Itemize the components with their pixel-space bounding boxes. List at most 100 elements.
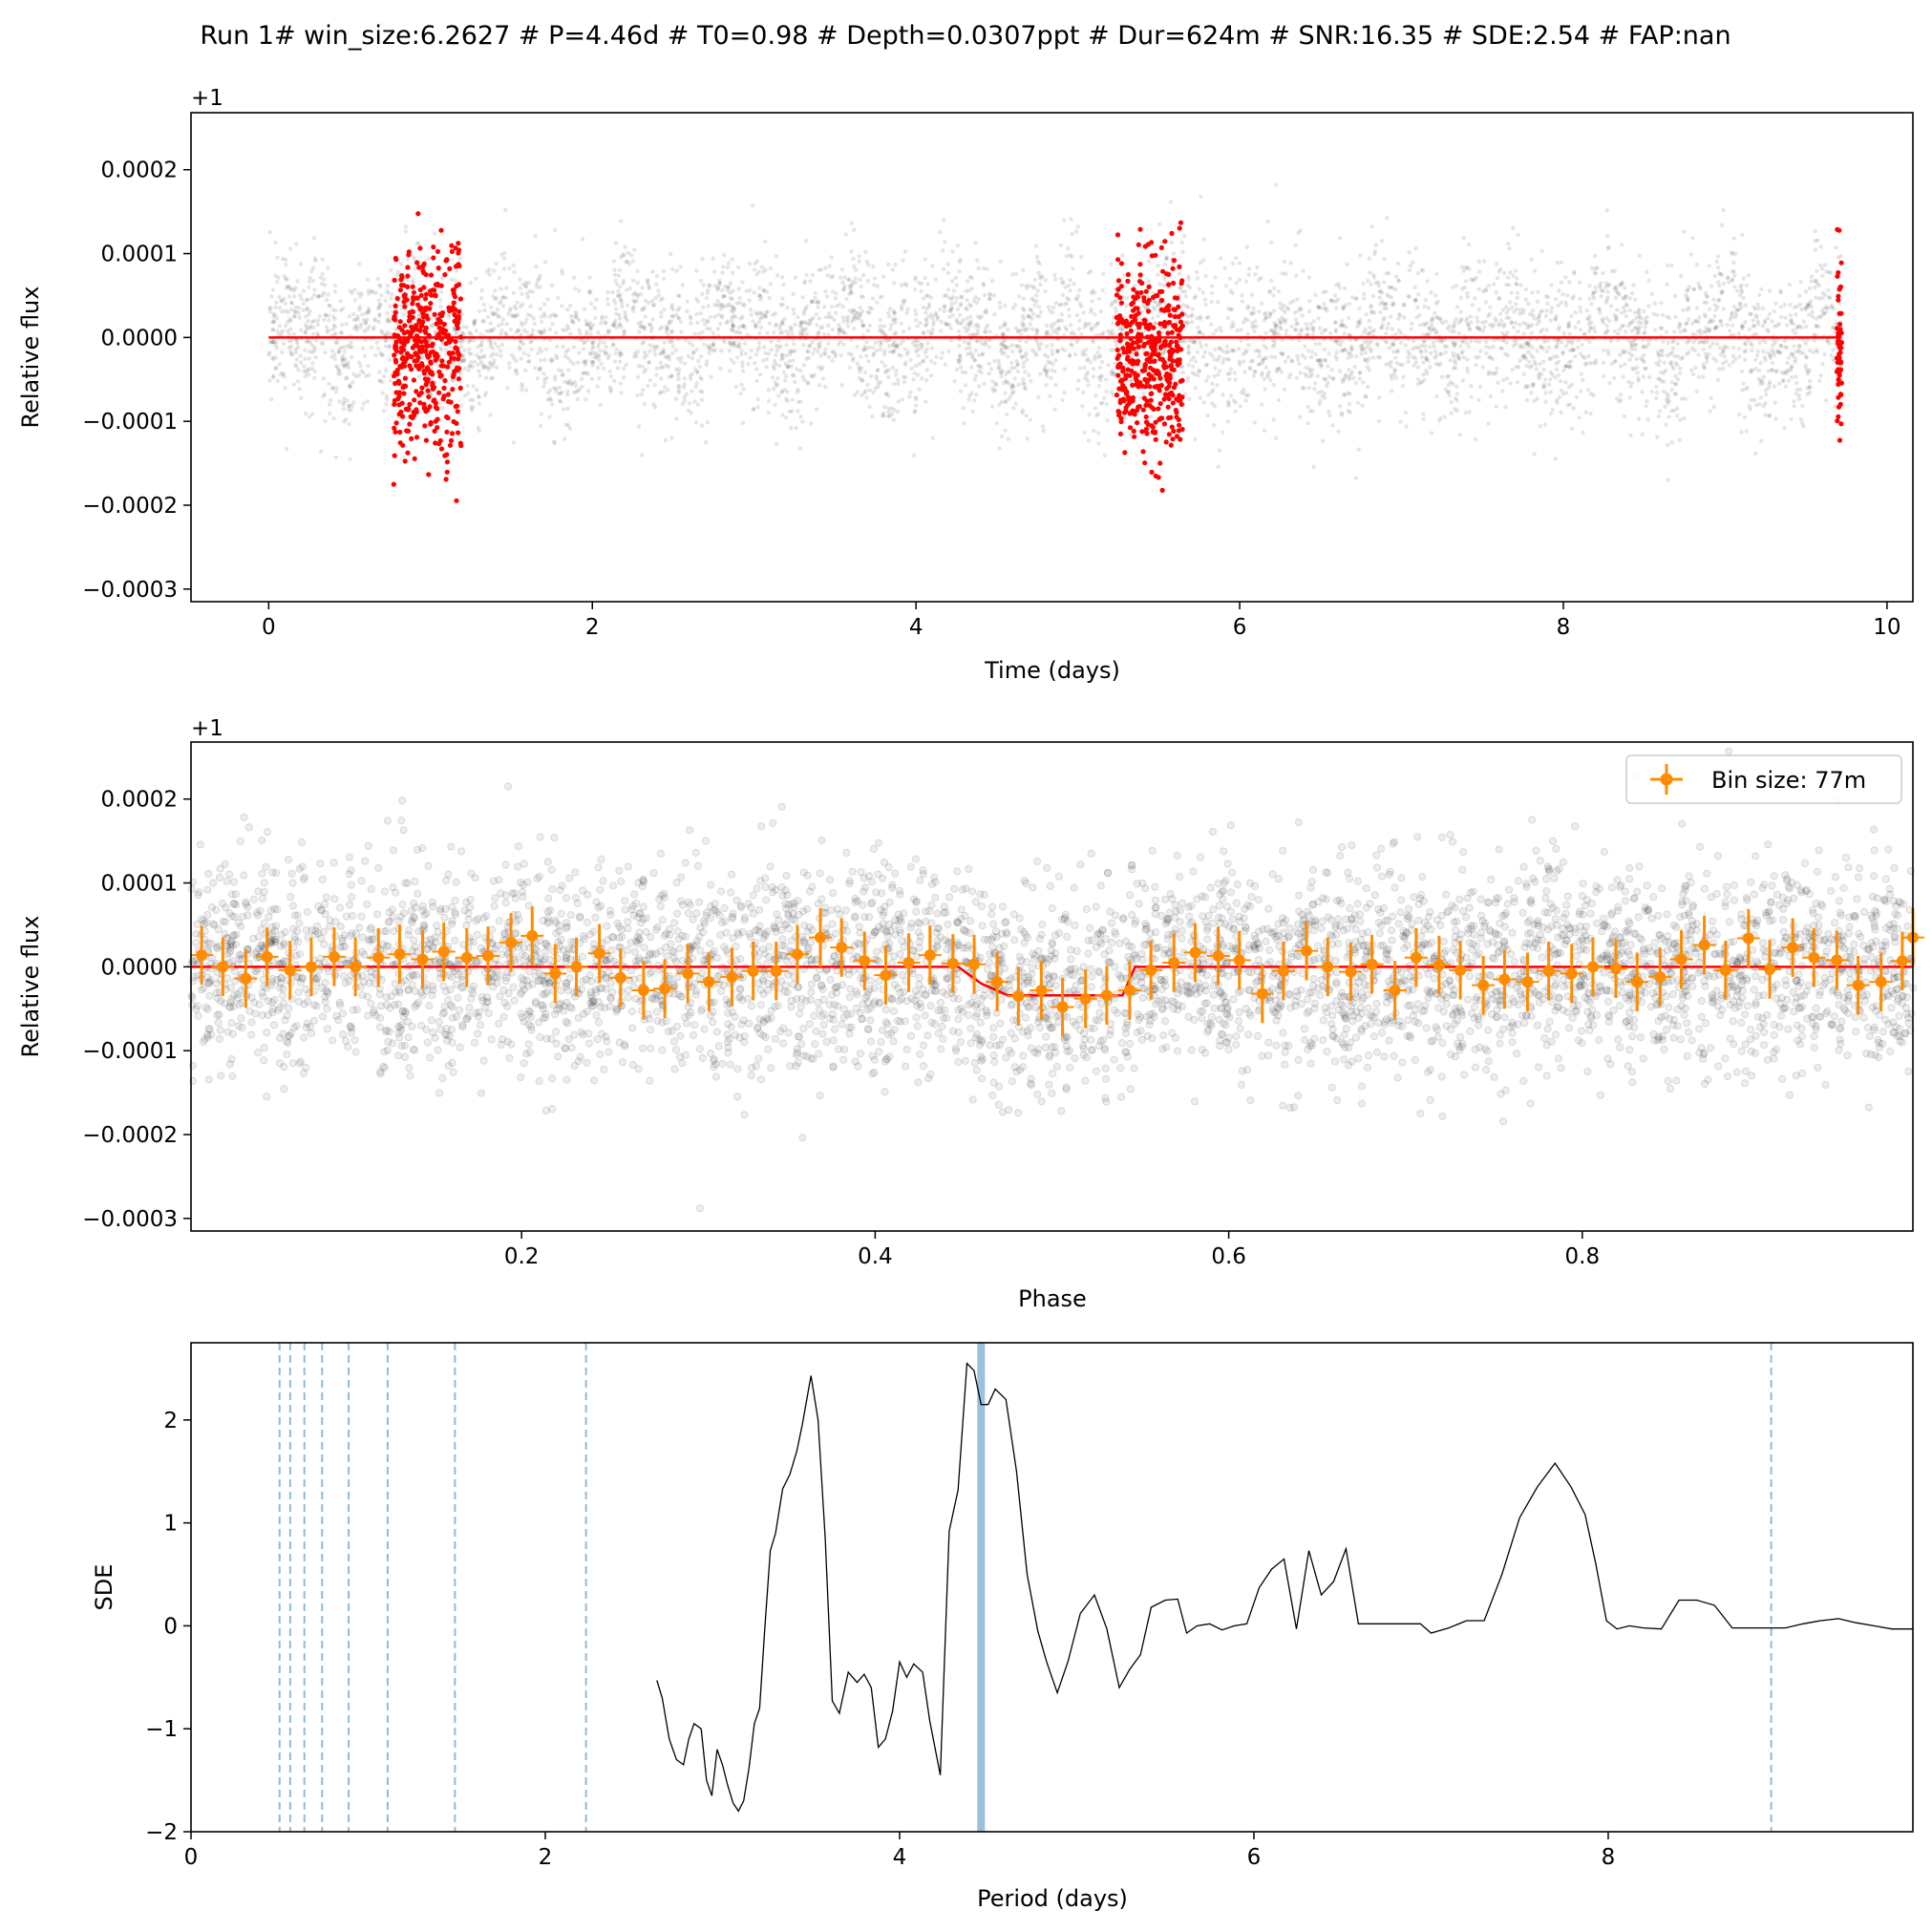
flux-point	[1592, 270, 1597, 275]
flux-point	[1689, 346, 1695, 351]
flux-point	[1565, 403, 1571, 408]
flux-point	[1077, 318, 1082, 323]
flux-point	[987, 329, 992, 334]
flux-point	[1348, 372, 1353, 377]
flux-point	[1009, 360, 1014, 366]
flux-point	[1286, 374, 1292, 380]
flux-point	[1263, 315, 1268, 320]
flux-point	[1444, 344, 1450, 350]
flux-point	[1797, 293, 1802, 298]
flux-point	[1611, 375, 1617, 380]
flux-point	[1451, 366, 1456, 371]
flux-point	[1210, 381, 1215, 386]
flux-point	[1070, 254, 1074, 259]
flux-point	[343, 356, 348, 362]
flux-point	[1031, 298, 1036, 303]
flux-point	[817, 267, 821, 272]
flux-point	[1013, 401, 1018, 406]
flux-point	[1555, 354, 1560, 359]
flux-point	[1559, 260, 1564, 265]
flux-point	[1636, 311, 1642, 316]
flux-point	[1456, 330, 1462, 336]
flux-point	[1541, 385, 1547, 390]
flux-point	[1086, 438, 1092, 443]
flux-point	[1259, 276, 1263, 281]
flux-point	[448, 345, 454, 350]
flux-point	[322, 392, 328, 397]
flux-point	[398, 262, 404, 266]
flux-point	[1659, 379, 1665, 384]
flux-point	[1494, 371, 1498, 375]
flux-point	[1526, 340, 1531, 346]
flux-point	[1371, 328, 1377, 333]
flux-point	[309, 319, 315, 325]
flux-point	[1599, 294, 1603, 299]
flux-point	[1578, 305, 1582, 310]
flux-point	[1357, 371, 1363, 375]
flux-point	[1115, 298, 1119, 304]
flux-point	[852, 227, 857, 232]
flux-point	[1184, 320, 1190, 325]
flux-point	[313, 258, 318, 264]
flux-point	[465, 383, 470, 389]
flux-point	[1209, 322, 1214, 327]
flux-point	[734, 343, 739, 349]
flux-point	[387, 345, 392, 350]
flux-point	[334, 386, 339, 391]
flux-point	[966, 397, 971, 402]
flux-point	[1376, 280, 1381, 285]
flux-point	[1783, 384, 1789, 389]
flux-point	[664, 363, 669, 368]
flux-point	[998, 305, 1003, 310]
flux-point	[914, 396, 919, 402]
flux-point	[1357, 321, 1363, 327]
flux-point	[1796, 393, 1802, 398]
flux-point	[1760, 381, 1766, 386]
flux-point	[1395, 316, 1401, 321]
flux-point	[403, 229, 408, 234]
flux-point	[1518, 343, 1523, 348]
flux-point	[858, 277, 862, 283]
flux-point	[1807, 390, 1813, 395]
flux-point	[730, 323, 735, 328]
flux-point	[1635, 371, 1640, 375]
flux-point	[840, 280, 845, 285]
flux-point	[1755, 319, 1760, 324]
flux-point	[715, 286, 720, 291]
flux-point	[1357, 306, 1362, 311]
flux-point	[1263, 365, 1268, 370]
flux-point	[765, 330, 770, 335]
flux-point	[961, 406, 966, 411]
flux-point	[803, 321, 809, 326]
flux-point	[1504, 376, 1510, 381]
flux-point	[333, 331, 338, 336]
flux-point	[851, 256, 856, 262]
flux-point	[1473, 296, 1477, 301]
flux-point	[1338, 236, 1343, 241]
flux-point	[987, 361, 992, 367]
flux-point	[1324, 384, 1329, 389]
flux-point	[924, 347, 929, 351]
flux-point	[350, 311, 356, 317]
flux-point	[931, 319, 936, 325]
flux-point	[674, 396, 679, 401]
flux-point	[492, 361, 497, 367]
flux-point	[492, 268, 497, 273]
flux-point	[624, 362, 628, 368]
flux-point	[384, 368, 389, 372]
flux-point	[468, 397, 473, 402]
flux-point	[1015, 362, 1020, 367]
flux-point	[454, 268, 459, 273]
flux-point	[648, 329, 654, 333]
flux-point	[1006, 328, 1010, 332]
flux-point	[1389, 373, 1393, 378]
flux-point	[1584, 308, 1590, 313]
flux-point	[1006, 354, 1010, 359]
flux-point	[1328, 330, 1333, 336]
flux-point	[754, 367, 759, 372]
flux-point	[1224, 344, 1230, 350]
flux-point	[479, 287, 484, 293]
flux-point	[1804, 367, 1809, 372]
flux-point	[855, 310, 860, 315]
flux-point	[1101, 271, 1106, 276]
